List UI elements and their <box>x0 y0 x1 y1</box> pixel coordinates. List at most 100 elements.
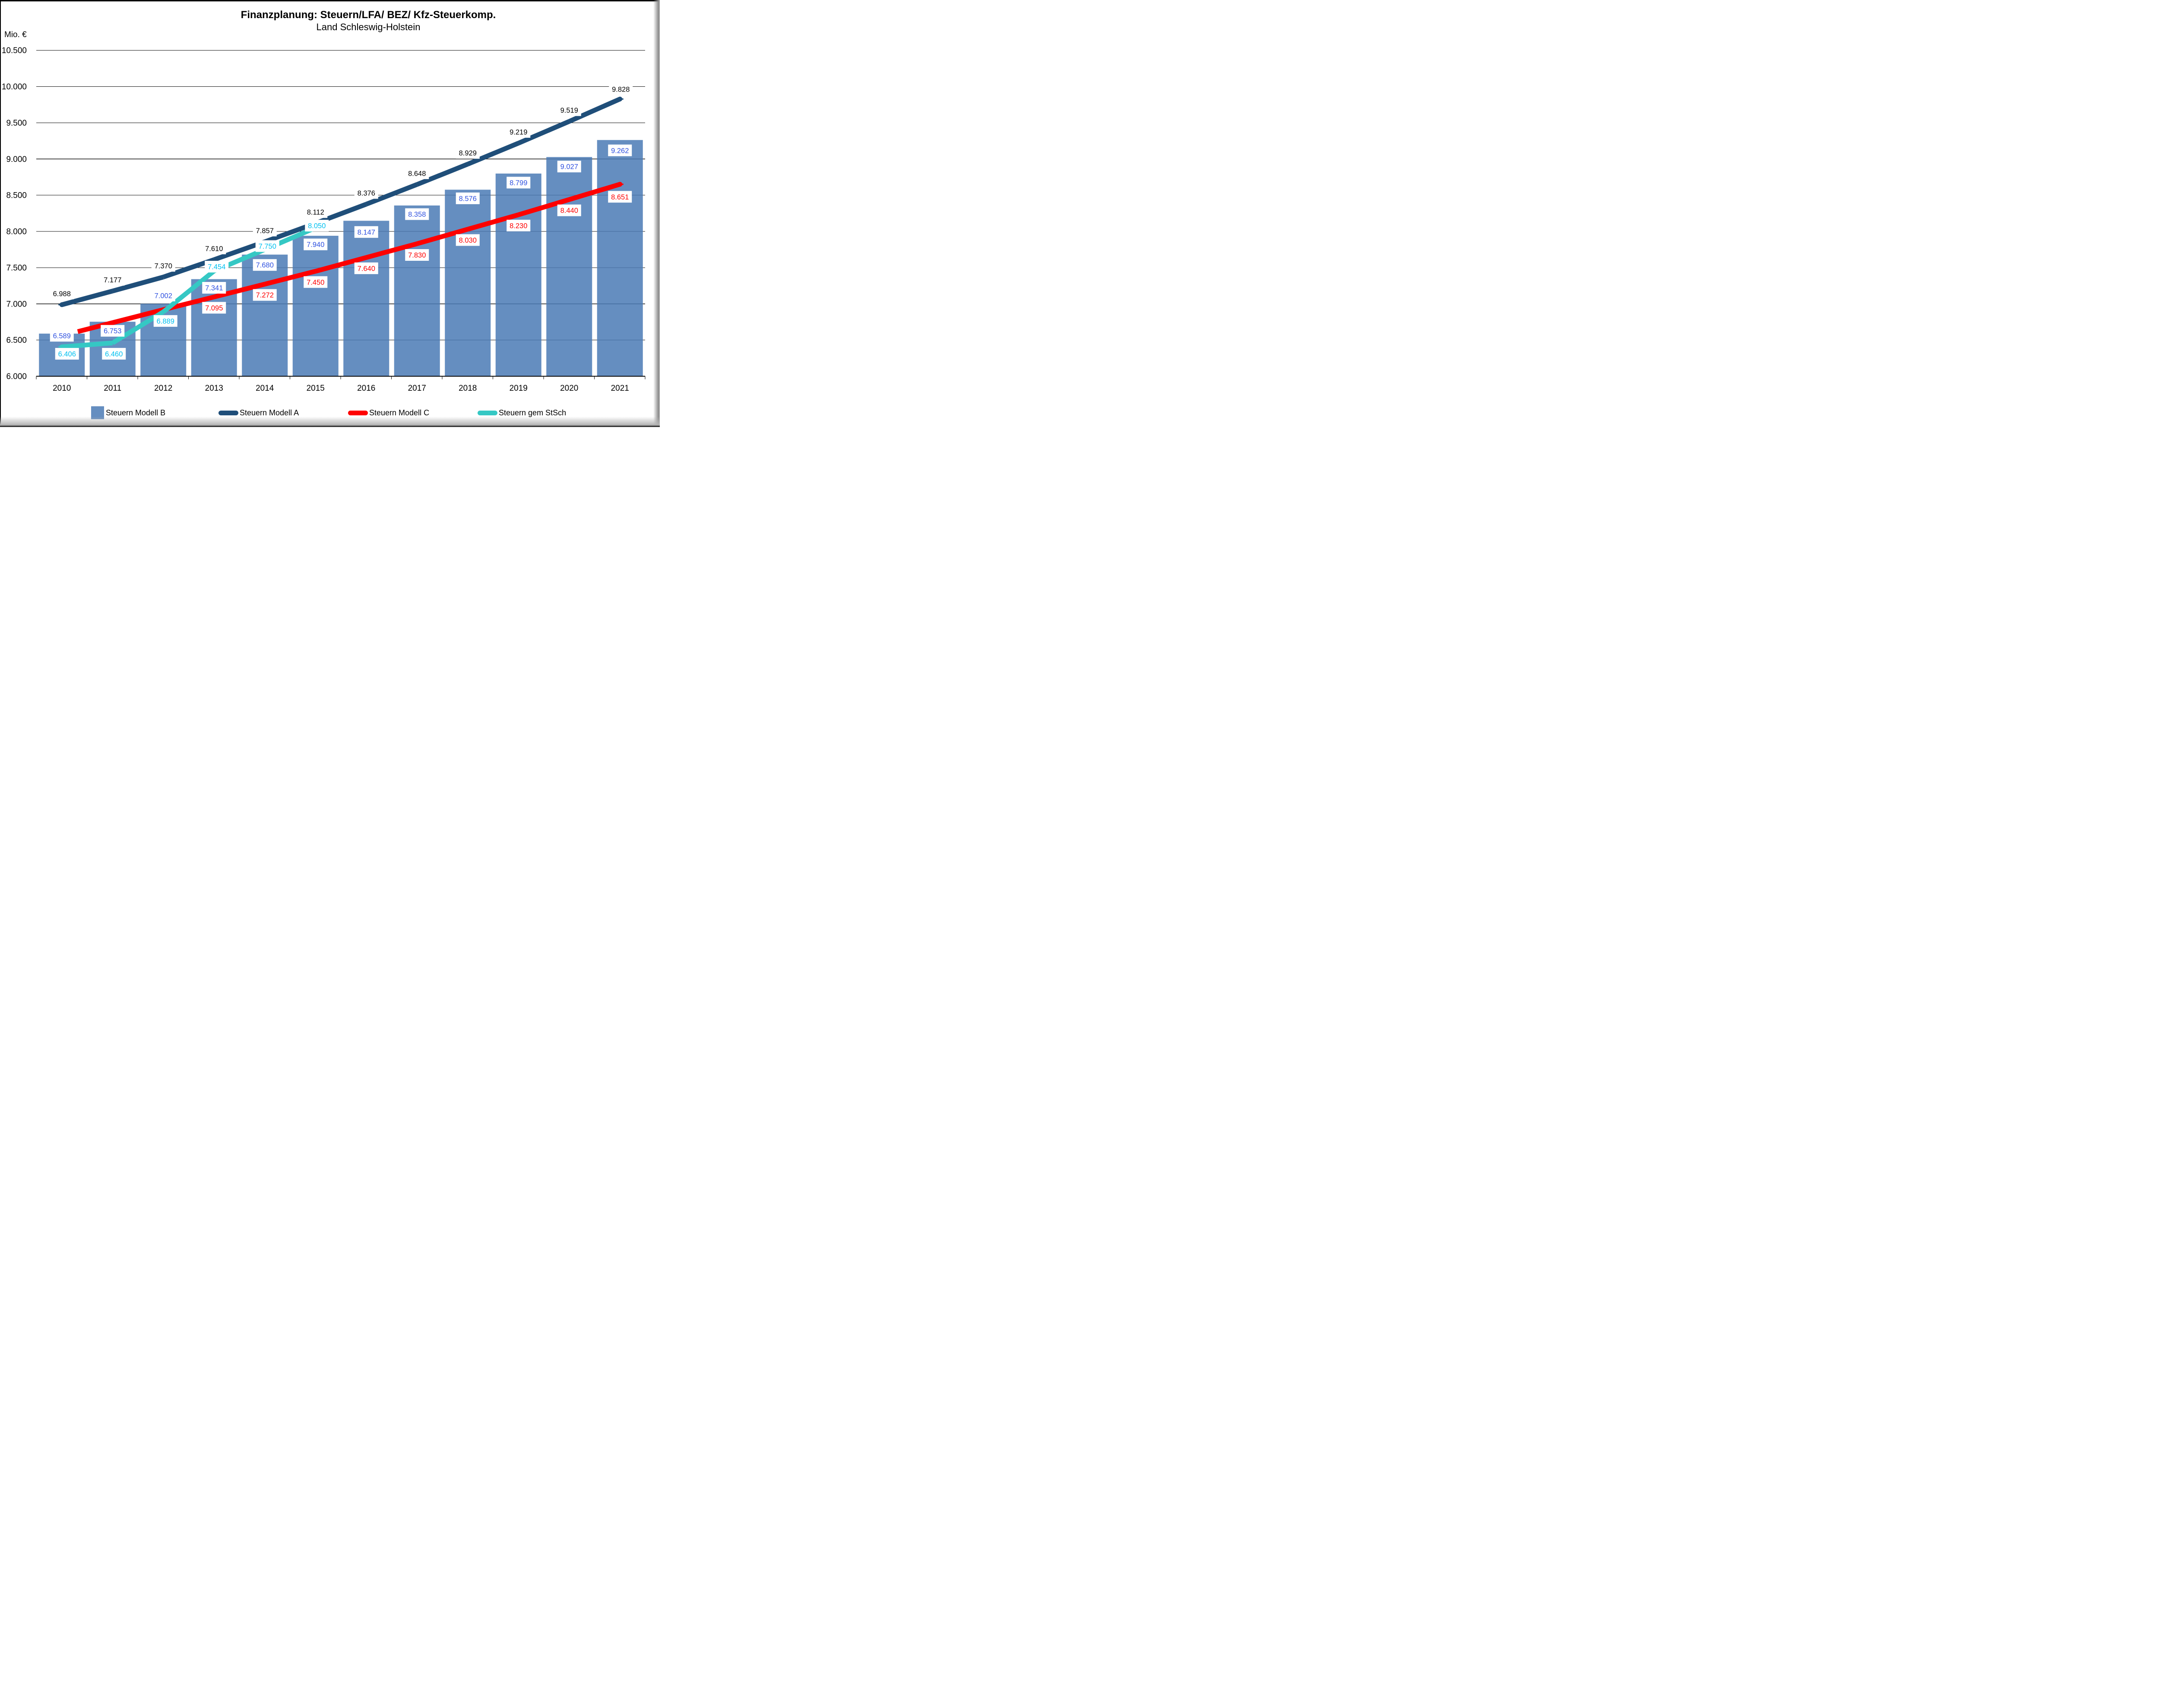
x-axis-label-2020: 2020 <box>560 384 578 393</box>
legend-label: Steuern Modell A <box>240 408 299 417</box>
line-segment-steuern-modell-a <box>61 288 114 307</box>
data-label-box <box>609 83 633 95</box>
data-label-box <box>608 191 632 203</box>
line-segment-steuern-modell-a <box>416 162 469 187</box>
data-label: 7.610 <box>205 245 223 253</box>
data-label: 8.030 <box>459 237 477 244</box>
page-top-border-fade <box>0 1 660 3</box>
marker-dash-icon <box>312 270 319 272</box>
data-label: 8.648 <box>408 170 426 177</box>
x-axis-label-2018: 2018 <box>459 384 477 393</box>
y-axis-tick-label: 8.000 <box>6 228 27 237</box>
page-top-border <box>0 0 660 1</box>
line-segment-steuern-gem-stsch <box>61 340 113 349</box>
marker-dash-icon <box>160 276 167 278</box>
x-axis-label-2013: 2013 <box>205 384 223 393</box>
line-segment-steuern-modell-c <box>112 307 164 325</box>
data-label: 8.440 <box>560 207 578 215</box>
line-end-cap <box>617 182 623 187</box>
line-segment-steuern-modell-c <box>264 269 317 287</box>
chart-title: Finanzplanung: Steuern/LFA/ BEZ/ Kfz-Ste… <box>241 9 496 21</box>
legend-line-swatch-icon <box>218 410 238 415</box>
data-label: 9.828 <box>612 85 630 93</box>
y-axis-tick-label: 8.500 <box>6 191 27 200</box>
line-segment-steuern-modell-c <box>77 320 114 334</box>
data-label-box <box>305 220 329 232</box>
line-end-cap <box>617 96 623 101</box>
data-label-box <box>205 261 229 273</box>
data-label-box <box>557 104 581 116</box>
data-label-box <box>101 325 125 337</box>
data-label-box <box>151 260 175 272</box>
y-axis-tick-label: 9.000 <box>6 155 27 164</box>
marker-dash-icon <box>413 243 421 245</box>
data-label: 8.358 <box>408 211 426 218</box>
legend-label: Steuern Modell B <box>106 408 166 417</box>
line-segment-steuern-modell-a <box>568 97 621 124</box>
data-label-box <box>507 219 531 231</box>
legend-item-steuern-gem-stsch: Steuern gem StSch <box>478 405 566 420</box>
data-label: 7.750 <box>259 243 276 250</box>
line-segment-steuern-modell-a <box>365 182 418 207</box>
y-axis-tick-label: 6.000 <box>6 372 27 381</box>
bar-2019 <box>495 173 541 376</box>
data-label: 6.589 <box>53 332 71 340</box>
legend-label: Steuern Modell C <box>369 408 430 417</box>
data-label: 7.680 <box>256 262 274 269</box>
legend-item-steuern-modell-a: Steuern Modell A <box>218 405 299 420</box>
marker-dash-icon <box>109 342 116 344</box>
data-label: 6.988 <box>53 290 71 298</box>
bar-2021 <box>597 140 643 376</box>
marker-dash-icon <box>210 259 218 260</box>
page-right-shadow <box>653 0 660 427</box>
data-label-box <box>202 242 226 254</box>
line-segment-steuern-modell-a <box>467 141 519 167</box>
data-label-box <box>405 249 429 261</box>
y-axis-tick-label: 10.000 <box>2 82 27 92</box>
line-segment-steuern-modell-c <box>416 227 469 246</box>
marker-dash-icon <box>160 311 167 313</box>
data-label-box <box>507 126 531 138</box>
data-label-box <box>354 226 378 238</box>
data-label: 7.640 <box>358 265 375 272</box>
data-label-box <box>304 206 328 218</box>
line-segment-steuern-modell-c <box>568 182 621 202</box>
bar-2020 <box>546 157 592 376</box>
line-segment-steuern-modell-c <box>518 197 570 217</box>
y-axis-unit-label: Mio. € <box>4 30 27 39</box>
legend-label: Steuern gem StSch <box>499 408 567 417</box>
marker-dash-icon <box>515 214 522 215</box>
data-label: 8.147 <box>358 228 375 236</box>
data-label: 9.219 <box>510 129 527 136</box>
data-label: 6.406 <box>58 350 76 358</box>
data-label-box <box>456 147 480 159</box>
legend-item-steuern-modell-c: Steuern Modell C <box>348 405 429 420</box>
legend-line-swatch-icon <box>478 410 497 415</box>
data-label: 8.230 <box>510 222 527 230</box>
marker-dash-icon <box>261 283 269 285</box>
line-segment-steuern-modell-c <box>213 282 266 300</box>
line-segment-steuern-modell-c <box>365 241 418 260</box>
data-label-box <box>153 315 177 327</box>
marker-dash-icon <box>566 120 573 122</box>
marker-dash-icon <box>515 142 522 144</box>
page-left-border <box>0 0 1 427</box>
data-label: 9.519 <box>560 107 578 114</box>
data-label: 8.799 <box>510 179 527 187</box>
data-label-box <box>354 187 378 199</box>
marker-dash-icon <box>363 203 370 205</box>
y-axis-tick-label: 10.500 <box>2 46 27 55</box>
marker-dash-icon <box>210 296 218 298</box>
chart-page: 6.589 6.753 7.002 7.341 7.680 7.940 8.147 8.358… <box>0 0 660 427</box>
marker-dash-icon <box>363 256 370 258</box>
x-axis-label-2012: 2012 <box>154 384 172 393</box>
x-axis-label-2011: 2011 <box>104 384 121 393</box>
data-label-box <box>253 289 277 301</box>
x-axis-label-2016: 2016 <box>357 384 375 393</box>
data-label: 7.830 <box>408 252 426 259</box>
data-label-box <box>557 204 581 216</box>
legend-line-swatch-icon <box>348 410 368 415</box>
data-label-box <box>405 167 429 179</box>
y-axis-tick-label: 7.000 <box>6 300 27 309</box>
chart-legend: Steuern Modell B Steuern Modell A Steuern … <box>0 405 660 420</box>
